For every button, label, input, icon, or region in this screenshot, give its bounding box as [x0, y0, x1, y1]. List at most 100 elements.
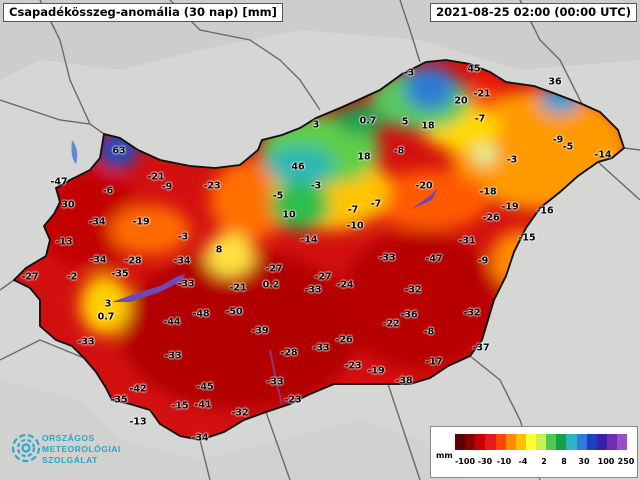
- station-value: -28: [280, 347, 298, 359]
- station-value: -33: [164, 350, 182, 362]
- station-value: -9: [552, 134, 564, 146]
- station-value: -34: [173, 255, 191, 267]
- legend-colorbar: [455, 434, 628, 450]
- station-value: -33: [77, 336, 95, 348]
- legend-tick-label: -30: [477, 457, 493, 466]
- station-value: -37: [472, 342, 490, 354]
- station-value: -18: [479, 186, 497, 198]
- station-value: -3: [310, 180, 322, 192]
- station-value: -23: [203, 180, 221, 192]
- station-value: 18: [421, 120, 435, 132]
- legend-swatch: [465, 434, 476, 450]
- map-timestamp: 2021-08-25 02:00 (00:00 UTC): [430, 3, 637, 22]
- legend-swatch: [505, 434, 516, 450]
- station-value: -15: [518, 232, 536, 244]
- station-value: -33: [177, 278, 195, 290]
- hungary-outline: [12, 59, 626, 441]
- station-value: -15: [171, 400, 189, 412]
- station-value: -20: [415, 180, 433, 192]
- station-value: -3: [403, 67, 415, 79]
- station-value: -27: [265, 263, 283, 275]
- station-value: -21: [147, 171, 165, 183]
- station-value: -32: [463, 307, 481, 319]
- station-value: 63: [112, 145, 126, 157]
- station-value: -8: [393, 145, 405, 157]
- legend-swatch: [617, 434, 628, 450]
- station-value: -33: [266, 376, 284, 388]
- station-value: -19: [501, 201, 519, 213]
- station-value: 45: [467, 63, 481, 75]
- legend-tick-label: -100: [454, 457, 476, 466]
- station-value: -35: [111, 268, 129, 280]
- legend-tick-label: 250: [617, 457, 635, 466]
- station-value: -42: [129, 383, 147, 395]
- station-value: -14: [594, 149, 612, 161]
- station-value: -24: [336, 279, 354, 291]
- station-value: -8: [423, 326, 435, 338]
- legend-swatch: [546, 434, 557, 450]
- station-value: -44: [163, 316, 181, 328]
- station-value: -17: [425, 356, 443, 368]
- station-value: -21: [229, 282, 247, 294]
- station-value: -23: [284, 394, 302, 406]
- station-value: -9: [477, 255, 489, 267]
- legend-swatch: [586, 434, 597, 450]
- station-value: -5: [272, 190, 284, 202]
- station-value: -13: [129, 416, 147, 428]
- station-value: -47: [50, 176, 68, 188]
- legend-swatch: [455, 434, 466, 450]
- legend-tick-label: -10: [496, 457, 512, 466]
- station-value: -27: [21, 271, 39, 283]
- legend-swatch: [485, 434, 496, 450]
- omsz-logo-icon: [11, 433, 41, 463]
- station-value: -14: [300, 234, 318, 246]
- station-value: -16: [536, 205, 554, 217]
- map-title: Csapadékösszeg-anomália (30 nap) [mm]: [3, 3, 283, 22]
- station-value: -27: [314, 271, 332, 283]
- legend-swatch: [536, 434, 547, 450]
- legend-ticks: -100 -30 -10 -4 2 8 30 100 250: [449, 457, 635, 471]
- station-value: 20: [454, 95, 468, 107]
- legend-tick-label: 100: [597, 457, 615, 466]
- station-value: -3: [506, 154, 518, 166]
- station-value: -34: [89, 254, 107, 266]
- legend-tick-label: 2: [541, 457, 547, 466]
- legend-swatch: [515, 434, 526, 450]
- legend-swatch: [566, 434, 577, 450]
- station-value: -33: [304, 284, 322, 296]
- station-value: -48: [192, 308, 210, 320]
- station-value: -45: [196, 381, 214, 393]
- station-value: -33: [312, 342, 330, 354]
- station-value: -7: [370, 198, 382, 210]
- station-value: 3: [104, 298, 112, 310]
- station-value: -26: [482, 212, 500, 224]
- legend-swatch: [556, 434, 567, 450]
- legend-tick-label: -4: [518, 457, 528, 466]
- station-value: 0.7: [97, 311, 115, 323]
- station-value: -32: [231, 407, 249, 419]
- station-value: -39: [251, 325, 269, 337]
- station-value: -34: [88, 216, 106, 228]
- station-value: -28: [124, 255, 142, 267]
- station-value: -41: [194, 399, 212, 411]
- legend-tick-label: 30: [578, 457, 590, 466]
- station-value: -19: [132, 216, 150, 228]
- station-value: -34: [191, 432, 209, 444]
- legend-swatch: [475, 434, 486, 450]
- station-value: -32: [404, 284, 422, 296]
- station-value: -3: [177, 231, 189, 243]
- legend-swatch: [606, 434, 617, 450]
- station-value: -33: [378, 252, 396, 264]
- legend-tick-label: 8: [561, 457, 567, 466]
- station-value: 3: [312, 119, 320, 131]
- legend-swatch: [525, 434, 536, 450]
- station-value: -6: [102, 185, 114, 197]
- station-value: -21: [473, 88, 491, 100]
- station-value: 18: [357, 151, 371, 163]
- station-value: -22: [382, 318, 400, 330]
- station-value: 8: [215, 244, 223, 256]
- station-value: 0.2: [262, 279, 280, 291]
- station-value: -9: [161, 181, 173, 193]
